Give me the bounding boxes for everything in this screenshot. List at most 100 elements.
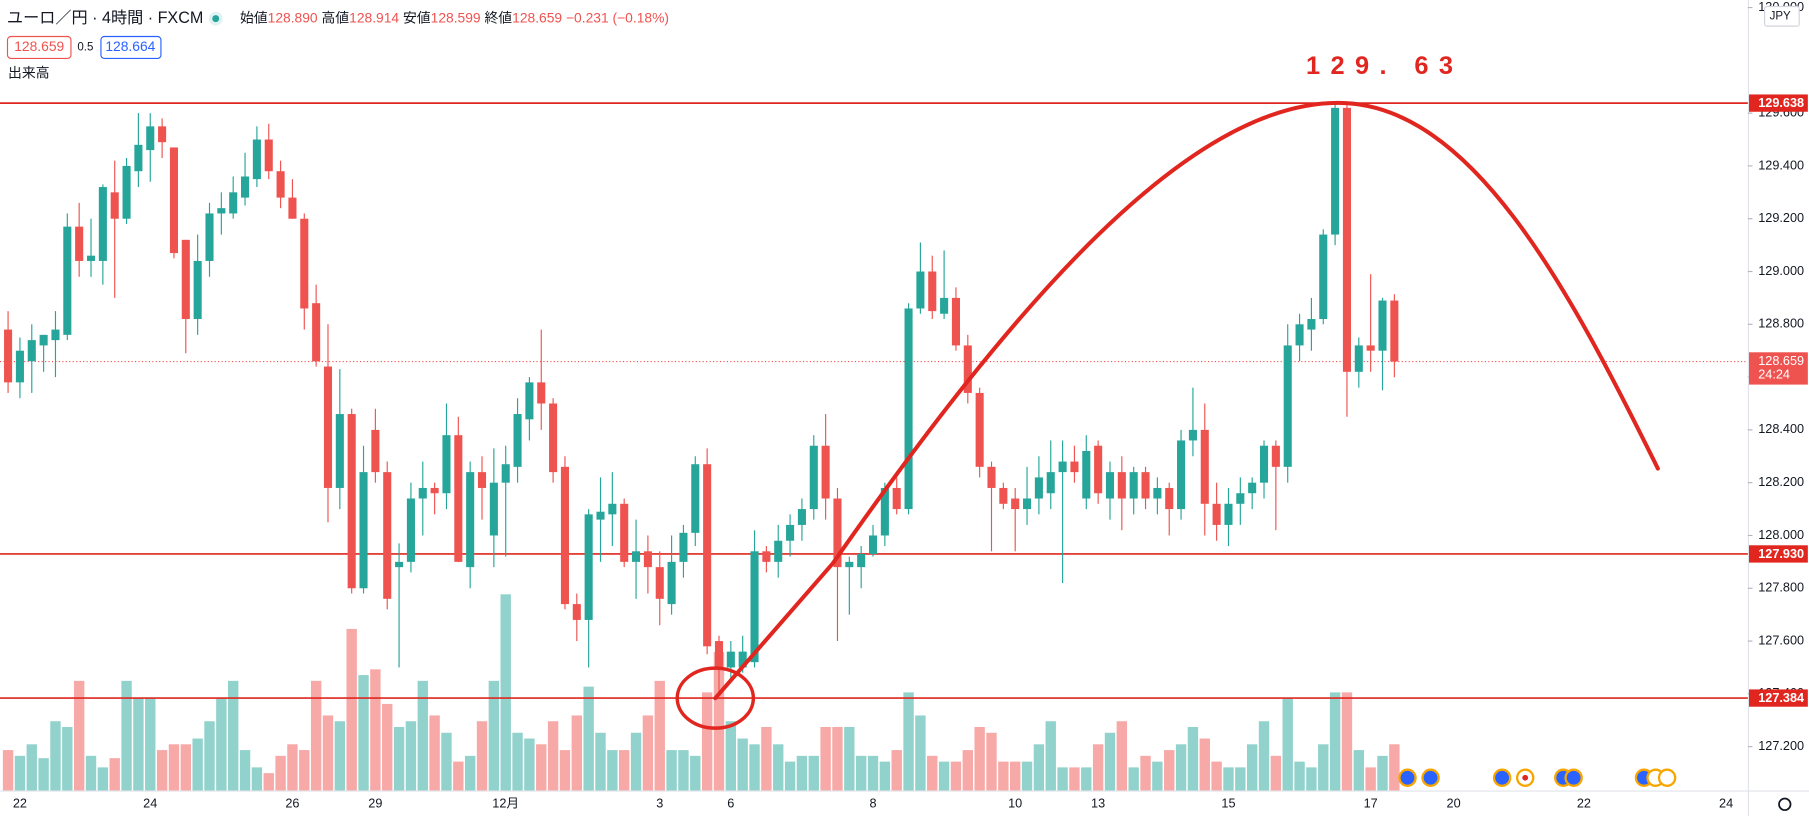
candle-body [1165,487,1174,510]
candle-body [122,165,131,219]
candle-body [383,472,392,599]
volume-bar [690,755,701,791]
volume-bar [393,726,405,791]
x-tick-label: 26 [285,797,299,811]
candle-body [335,414,344,488]
volume-bar [192,738,203,791]
candle-body [975,392,984,467]
volume-bar [808,755,819,791]
candle-body [1188,429,1197,441]
time-axis: 22 24 26 29 12月 3 6 8 10 13 15 17 20 22 24 [13,797,1733,811]
volume-bar [453,761,464,791]
volume-bar [310,680,322,791]
event-icon[interactable] [1421,768,1440,787]
volume-bar [299,750,310,791]
volume-bar [97,767,109,791]
volume-bar [867,755,879,791]
candle-body [726,651,735,668]
candle-body [264,139,273,172]
settings-icon[interactable] [1778,797,1792,811]
candle-body [276,171,285,198]
candle-body [1331,107,1340,235]
candle-body [134,144,143,172]
candle-body [916,271,925,309]
candle-body [252,139,261,180]
candle-body [229,192,238,214]
candle-body [1023,498,1032,510]
candle-body [1058,461,1067,473]
volume-bar [2,750,14,791]
volume-bar [512,732,523,791]
currency-button[interactable] [1764,5,1800,27]
event-icon[interactable] [1398,768,1417,787]
volume-bar [1033,744,1045,791]
ohlc-label: 始値 [240,9,268,25]
volume-bar [1318,744,1329,791]
volume-layer [2,594,1400,791]
volume-bar [275,755,286,791]
candle-body [1034,477,1043,499]
event-icon[interactable] [1564,768,1583,787]
candle-body [27,340,36,362]
volume-bar [725,721,737,791]
candle-body [169,147,178,254]
candle-body [477,472,487,488]
volume-bar [536,744,547,791]
volume-bar [796,755,808,791]
event-icon[interactable] [1492,768,1512,787]
volume-bar [1353,750,1364,791]
candle-layer [4,103,1399,694]
y-tick-label: 127.600 [1758,633,1804,647]
candle-body [1011,498,1020,510]
candle-body [714,641,724,668]
ohlc-value: 128.914 [349,9,399,25]
buy-button[interactable] [100,35,162,60]
candle-body [1129,472,1138,499]
candle-body [963,345,972,393]
candle-body [786,524,795,541]
volume-legend: 出来高 [8,65,49,81]
volume-bar [251,767,263,791]
ohlc-label: 高値 [321,9,349,25]
volume-bar [571,715,582,791]
volume-bar [1116,721,1128,791]
candle-body [632,551,641,562]
countdown: 24:24 [1758,368,1790,382]
currency: JPY [1770,10,1791,22]
volume-bar [630,732,642,791]
volume-bar [879,761,891,791]
volume-bar [1235,767,1246,791]
volume-bar [891,750,902,791]
volume-bar [547,721,559,791]
candle-body [1105,472,1115,499]
candle-body [1295,324,1304,346]
volume-bar [559,750,571,791]
candle-body [691,464,700,533]
volume-bar [832,726,843,791]
volume-bar [1270,755,1282,791]
volume-bar [1389,744,1400,791]
candle-body [241,176,250,198]
candle-body [596,511,605,520]
x-tick-label: 29 [368,797,382,811]
candle-body [466,472,475,568]
ohlc-value: 128.599 [431,9,481,25]
volume-bar [678,750,689,791]
candle-body [928,271,937,312]
sell-button[interactable] [6,35,72,60]
candle-body [489,482,498,536]
candle-body [608,503,617,515]
drawings [675,100,1660,730]
sell-price: 128.659 [14,38,64,54]
candle-body [1212,503,1221,525]
volume-bar [1306,767,1317,791]
volume-bar [85,755,97,791]
line-price-label: 129.638 [1758,96,1804,110]
x-tick-label: 8 [869,797,876,811]
candle-body [620,503,629,562]
candle-body [347,414,356,589]
line-price-label-bg [1749,545,1808,563]
event-icon[interactable] [1657,768,1677,787]
last-price-bg [1749,352,1808,385]
